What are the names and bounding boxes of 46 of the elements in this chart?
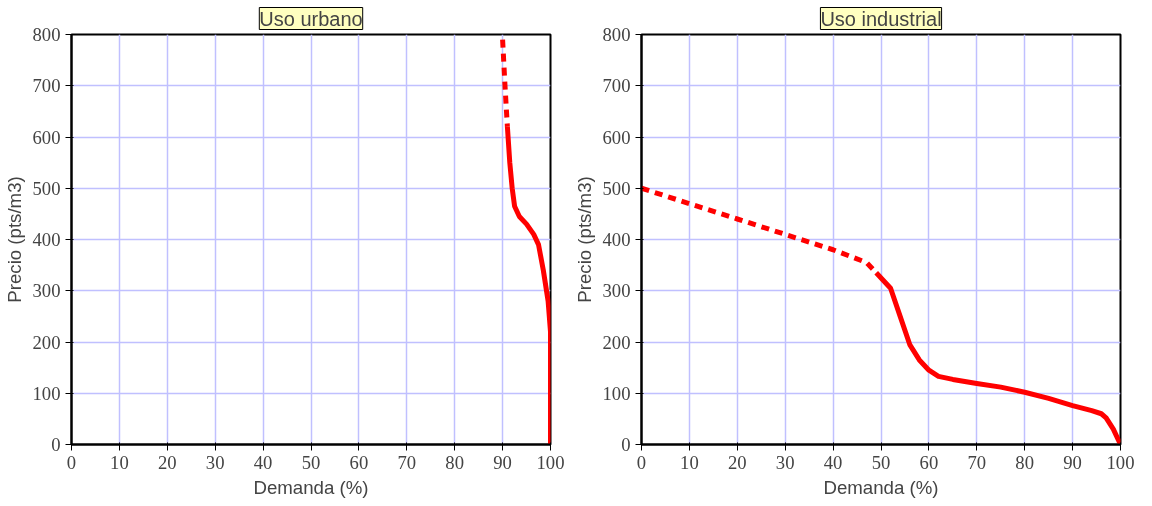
x-tick-label: 100 (536, 451, 565, 473)
x-axis-title: Demanda (%) (253, 476, 369, 498)
y-tick-label: 0 (51, 434, 61, 455)
x-tick-label: 60 (349, 451, 369, 473)
x-tick-label: 40 (253, 451, 273, 473)
y-tick-label: 400 (32, 229, 61, 250)
y-tick-label: 700 (602, 75, 631, 97)
x-tick-label: 30 (205, 451, 225, 473)
x-tick-label: 100 (1106, 451, 1135, 473)
x-tick-label: 30 (775, 451, 795, 473)
y-tick-label: 300 (602, 280, 631, 302)
y-tick-label: 700 (32, 75, 61, 97)
y-tick-label: 600 (602, 126, 631, 148)
x-tick-label: 20 (727, 451, 747, 473)
x-axis-title: Demanda (%) (823, 476, 939, 498)
x-tick-label: 70 (397, 451, 417, 473)
x-tick-label: 90 (493, 451, 512, 473)
y-tick-label: 600 (32, 126, 61, 148)
y-tick-label: 100 (602, 382, 631, 404)
x-tick-label: 80 (445, 451, 465, 473)
x-tick-label: 50 (871, 451, 891, 473)
x-tick-label: 90 (1063, 451, 1082, 473)
y-tick-label: 500 (602, 177, 631, 199)
x-tick-label: 0 (636, 451, 647, 473)
y-tick-label: 200 (602, 331, 631, 353)
y-tick-label: 500 (32, 177, 61, 199)
y-axis-title: Precio (pts/m3) (573, 176, 595, 303)
y-tick-label: 300 (32, 280, 61, 302)
y-tick-label: 0 (621, 434, 631, 455)
x-tick-label: 40 (823, 451, 843, 473)
x-tick-label: 10 (680, 451, 699, 473)
y-tick-label: 800 (602, 24, 631, 45)
x-tick-label: 20 (157, 451, 177, 473)
y-tick-label: 100 (32, 382, 61, 404)
y-tick-label: 400 (602, 229, 631, 250)
x-tick-label: 80 (1015, 451, 1035, 473)
chart-title: Uso urbano (259, 7, 363, 30)
x-tick-label: 70 (967, 451, 987, 473)
y-axis-title: Precio (pts/m3) (3, 176, 25, 303)
x-tick-label: 60 (919, 451, 939, 473)
x-tick-label: 10 (110, 451, 129, 473)
chart-title: Uso industrial (820, 7, 942, 30)
y-tick-label: 800 (32, 24, 61, 45)
x-tick-label: 50 (301, 451, 321, 473)
y-tick-label: 200 (32, 331, 61, 353)
x-tick-label: 0 (66, 451, 77, 473)
